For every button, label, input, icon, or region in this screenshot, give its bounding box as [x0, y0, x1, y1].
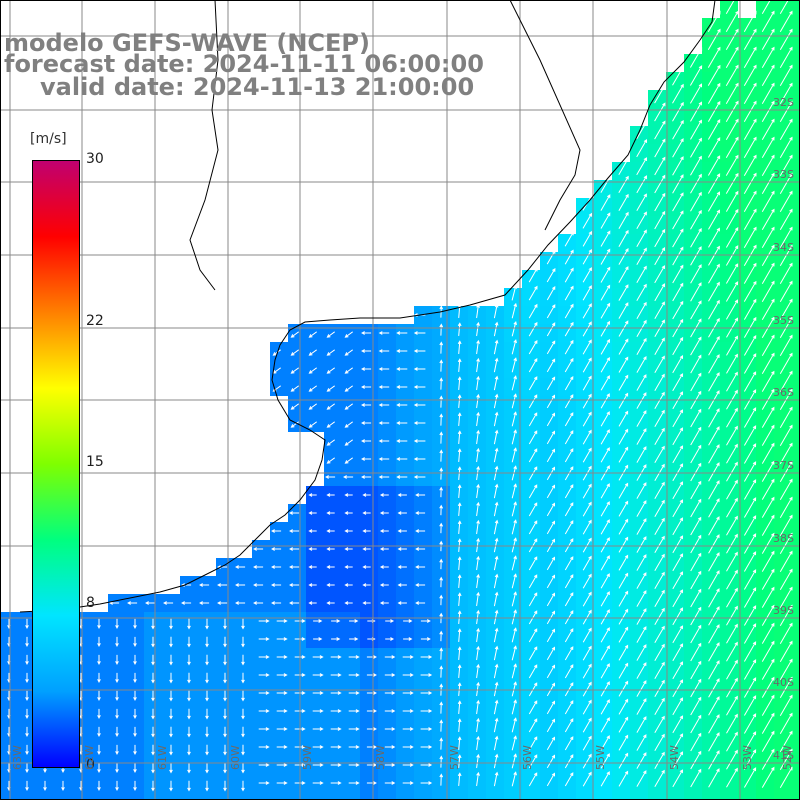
- longitude-label: 58W: [374, 745, 387, 770]
- latitude-label: 41S: [773, 749, 794, 762]
- border-line: [509, 0, 581, 231]
- latitude-label: 34S: [773, 241, 794, 254]
- colorbar-tick-label: 22: [86, 312, 104, 329]
- longitude-label: 56W: [521, 745, 534, 770]
- model-title: modelo GEFS-WAVE (NCEP): [4, 29, 370, 57]
- latitude-label: 40S: [773, 676, 794, 689]
- latitude-label: 33S: [773, 168, 794, 181]
- colorbar-tick-label: 30: [86, 151, 104, 167]
- longitude-label: 60W: [229, 745, 242, 770]
- longitude-label: 54W: [668, 745, 681, 770]
- colorbar-tick-label: 8: [86, 595, 95, 612]
- longitude-label: 52W: [781, 745, 794, 770]
- valid-date: valid date: 2024-11-13 21:00:00: [40, 73, 475, 101]
- forecast-date: forecast date: 2024-11-11 06:00:00: [4, 50, 484, 78]
- colorbar-tick-label: 15: [86, 454, 104, 470]
- longitude-label: 57W: [448, 745, 461, 770]
- border-line: [189, 0, 219, 291]
- latitude-label: 35S: [773, 314, 794, 327]
- latitude-label: 37S: [773, 459, 794, 472]
- wind-arrows: [7, 0, 793, 792]
- longitude-label: 53W: [741, 745, 754, 770]
- longitude-label: 59W: [301, 745, 314, 770]
- colorbar-unit: [m/s]: [30, 131, 67, 147]
- latitude-label: 38S: [773, 532, 794, 545]
- longitude-label: 62W: [83, 745, 96, 770]
- latitude-label: 36S: [773, 386, 794, 399]
- latitude-label: 32S: [773, 96, 794, 109]
- colorbar: [32, 160, 80, 768]
- colorbar-tick-label: 0: [86, 757, 95, 773]
- coastline: [19, 0, 716, 613]
- longitude-label: 63W: [11, 745, 24, 770]
- longitude-label: 55W: [594, 745, 607, 770]
- latitude-label: 39S: [773, 604, 794, 617]
- longitude-label: 61W: [156, 745, 169, 770]
